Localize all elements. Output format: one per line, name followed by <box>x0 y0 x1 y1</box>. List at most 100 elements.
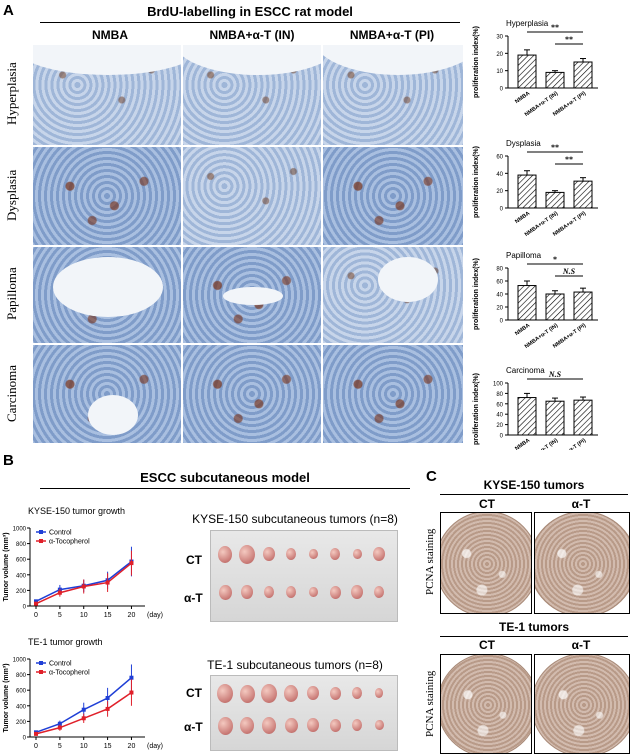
line-chart-title: TE-1 tumor growth <box>28 637 103 647</box>
panel-a-title: BrdU-labelling in ESCC rat model <box>147 4 353 19</box>
tumor-specimen <box>374 586 384 598</box>
micrograph-carcinoma-pi <box>322 344 464 444</box>
micrograph-papilloma-in <box>182 246 322 344</box>
sig-label: N.S <box>548 370 562 379</box>
series-point <box>57 725 62 730</box>
col-header-nmba: NMBA <box>92 28 128 42</box>
line-y-tick-label: 400 <box>16 704 27 710</box>
line-y-tick-label: 800 <box>16 542 27 548</box>
line-x-tick-label: 5 <box>58 743 62 750</box>
bar-chart-title: Papilloma <box>506 251 542 260</box>
tumor-specimen <box>286 548 296 560</box>
legend-label: Control <box>49 661 72 668</box>
bar-chart-title: Hyperplasia <box>506 19 549 28</box>
tumor-specimen <box>351 585 363 600</box>
bar-y-tick-label: 20 <box>496 52 503 58</box>
col-header-in: NMBA+α-T (IN) <box>209 28 295 42</box>
micrograph-dysplasia-pi <box>322 146 464 246</box>
bar-y-tick-label: 0 <box>500 434 504 440</box>
line-chart-title: KYSE-150 tumor growth <box>28 506 125 516</box>
bar <box>517 174 537 209</box>
tumor-specimen <box>261 684 277 704</box>
tumor-specimen <box>241 585 253 600</box>
bar <box>545 191 565 209</box>
bar-y-tick-label: 60 <box>496 280 503 286</box>
line-y-tick-label: 600 <box>16 689 27 695</box>
kyse-at-section <box>534 512 630 614</box>
pcna-label-kyse: PCNA staining <box>424 528 436 596</box>
bar <box>545 293 565 321</box>
tumor-specimen <box>286 586 296 598</box>
tumor-specimen <box>308 548 318 560</box>
line-y-tick-label: 800 <box>16 673 27 679</box>
te-tumors-title: TE-1 tumors <box>498 620 569 634</box>
bar-y-tick-label: 20 <box>496 306 503 312</box>
line-x-tick-label: 0 <box>34 743 38 750</box>
te-title-rule <box>440 636 628 637</box>
row-label-papilloma: Papilloma <box>4 267 19 321</box>
row-label-at-te: α-T <box>184 720 203 734</box>
bar-category-label: NMBA <box>514 211 531 225</box>
micrograph-dysplasia-in <box>182 146 322 246</box>
tumor-specimen <box>239 684 255 703</box>
legend-label: α-Tocopherol <box>49 670 90 677</box>
tumor-specimen <box>218 546 232 563</box>
line-charts-svg: KYSE-150 tumor growth Control α-Tocopherol… <box>3 506 163 750</box>
bar <box>517 397 537 436</box>
micrograph-hyperplasia-pi <box>322 44 464 146</box>
line-y-axis-label: Tumor volume (mm³) <box>3 532 10 601</box>
bar-y-tick-label: 0 <box>500 207 504 213</box>
row-label-at-kyse: α-T <box>184 591 203 605</box>
sig-label: * <box>553 255 557 264</box>
bar <box>573 61 593 89</box>
legend-label: Control <box>49 530 72 537</box>
micrograph-papilloma-nmba <box>32 246 182 344</box>
line-x-tick-label: 15 <box>104 612 112 619</box>
bar-y-tick-label: 60 <box>496 402 503 408</box>
tumor-specimen <box>262 717 276 734</box>
legend-marker <box>39 661 43 665</box>
bar-y-tick-label: 30 <box>496 35 503 41</box>
micrograph-dysplasia-nmba <box>32 146 182 246</box>
bar-y-tick-label: 40 <box>496 293 503 299</box>
series-point <box>81 707 86 712</box>
bar-y-tick-label: 40 <box>496 172 503 178</box>
pcna-label-te: PCNA staining <box>424 670 436 738</box>
bar-category-label: NMBA <box>514 323 531 337</box>
line-x-tick-label: 5 <box>58 612 62 619</box>
line-y-tick-label: 200 <box>16 720 27 726</box>
bar-category-label: NMBA <box>514 438 531 450</box>
line-y-axis-label: Tumor volume (mm³) <box>3 663 10 732</box>
sig-label: ** <box>551 23 559 32</box>
bar-y-tick-label: 60 <box>496 155 503 161</box>
bar <box>573 180 593 209</box>
te-at-section <box>534 654 630 754</box>
line-x-tick-label: 10 <box>80 612 88 619</box>
line-x-tick-label: 20 <box>128 743 136 750</box>
panel-b-title-rule <box>40 488 410 489</box>
bar-charts-svg: Hyperplasia 0 10 20 30 proliferation index(%)… <box>473 19 598 450</box>
line-x-tick-label: 20 <box>128 612 136 619</box>
line-y-tick-label: 1000 <box>13 527 27 533</box>
line-y-tick-label: 0 <box>23 736 27 742</box>
tumor-specimen <box>308 586 318 598</box>
panel-b-title: ESCC subcutaneous model <box>140 470 310 485</box>
tumor-specimen <box>284 717 298 734</box>
te-ct-section <box>440 654 532 754</box>
kyse-ct-label: CT <box>479 497 495 511</box>
tumor-specimen <box>284 685 298 702</box>
bar-y-axis-label: proliferation index(%) <box>473 26 480 98</box>
tumor-specimen <box>329 686 341 700</box>
micrograph-papilloma-pi <box>322 246 464 344</box>
series-point <box>129 561 134 566</box>
tumor-specimen <box>329 585 341 599</box>
tumor-specimen <box>307 686 319 701</box>
panel-b-letter: B <box>3 452 14 469</box>
line-x-tick-label: 0 <box>34 612 38 619</box>
tumor-specimen <box>352 548 362 560</box>
tumor-specimen <box>329 718 341 732</box>
tumor-specimen <box>330 548 340 560</box>
row-label-hyperplasia: Hyperplasia <box>4 62 19 126</box>
legend-marker <box>39 670 43 674</box>
bar-y-tick-label: 20 <box>496 423 503 429</box>
